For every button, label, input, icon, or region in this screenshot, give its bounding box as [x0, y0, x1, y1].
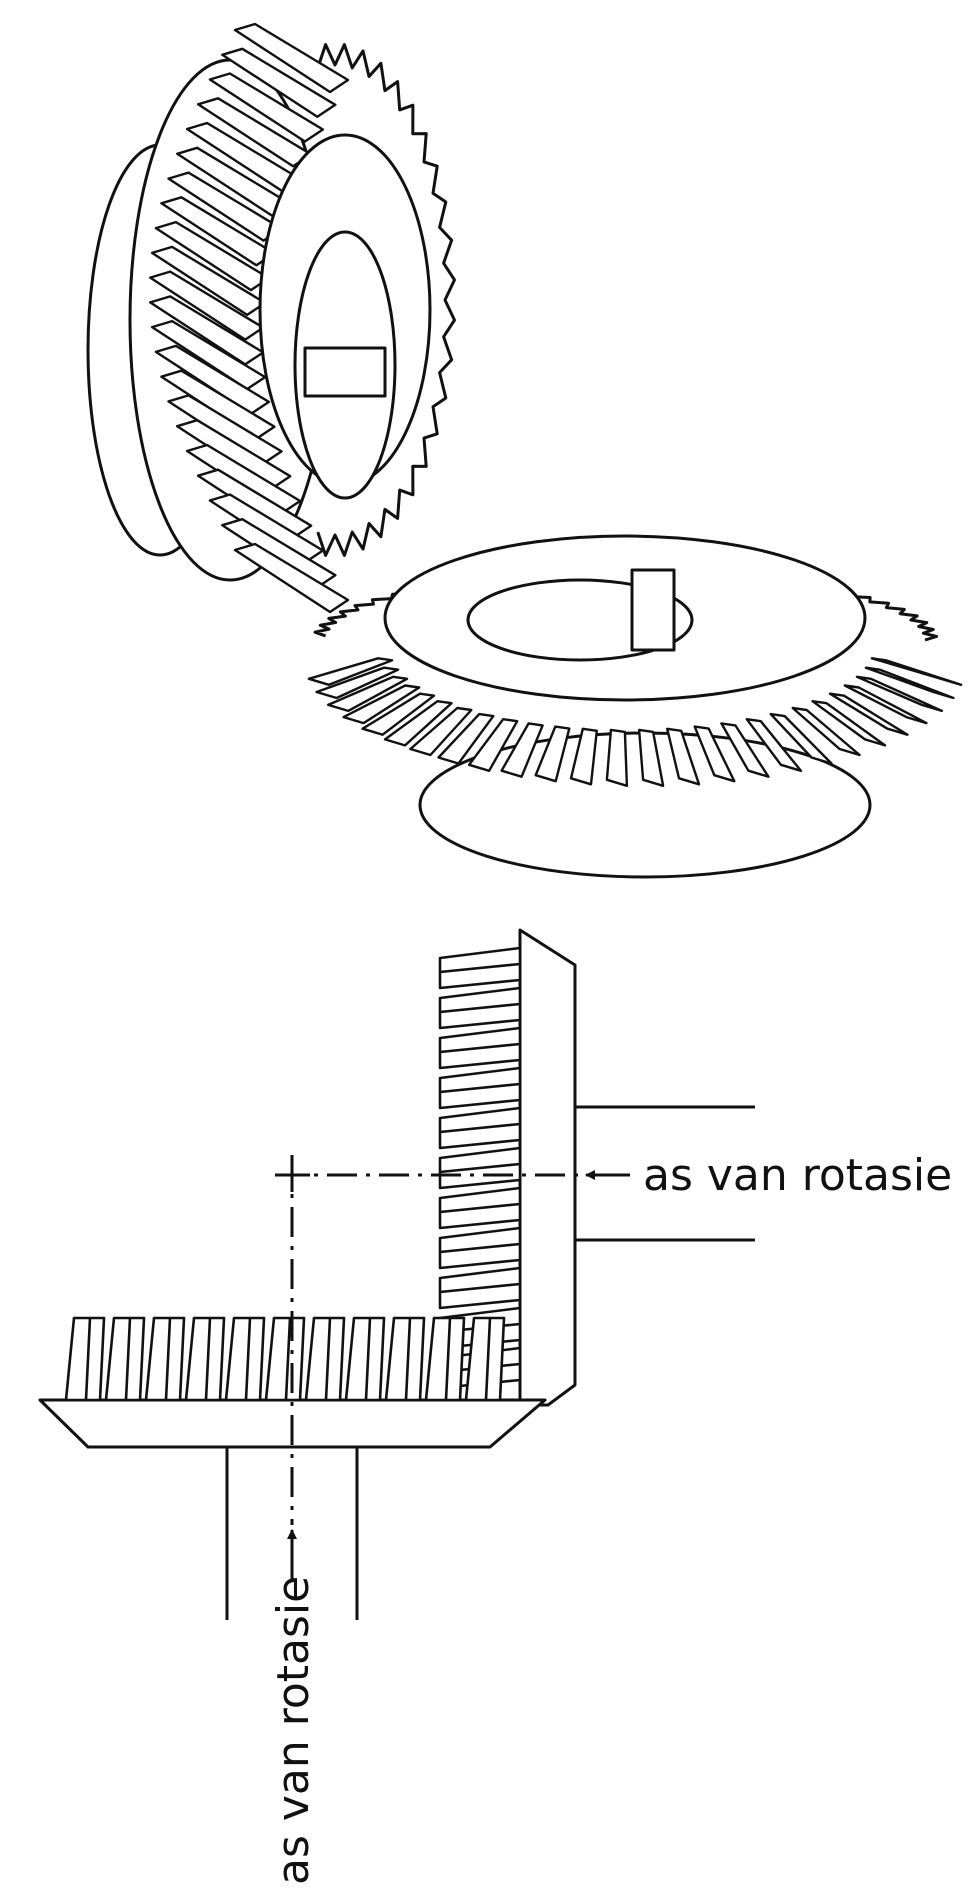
gear-section-view: as van rotasie as van rotasie — [38, 928, 952, 1885]
pinion-tooth — [221, 47, 337, 118]
horizontal-tooth — [424, 1316, 466, 1402]
pinion-tooth — [233, 542, 350, 614]
horizontal-tooth-edge — [284, 1317, 292, 1401]
horizontal-gear-profile — [38, 1316, 547, 1620]
vertical-tooth-edge — [439, 962, 521, 974]
vertical-tooth-edge — [439, 1242, 521, 1254]
crown-tooth — [666, 727, 701, 786]
horizontal-tooth — [464, 1316, 506, 1402]
vertical-tooth-edge — [439, 1202, 521, 1214]
crown-tooth — [843, 684, 928, 725]
horizontal-tooth-edge — [324, 1317, 332, 1401]
vertical-tooth-edge — [439, 1282, 521, 1294]
crown-tooth — [720, 722, 770, 778]
crown-tooth — [467, 718, 519, 772]
rotation-axes — [275, 1155, 630, 1580]
pinion-tooth — [233, 22, 350, 94]
crown-tooth — [870, 657, 963, 686]
crown-keyway — [630, 568, 676, 652]
crown-tooth — [637, 728, 665, 787]
crown-tooth — [327, 675, 409, 713]
horizontal-tooth-edge — [124, 1317, 132, 1401]
horizontal-tooth — [104, 1316, 146, 1402]
horizontal-tooth-edge — [444, 1317, 452, 1401]
crown-tooth — [569, 727, 598, 786]
horizontal-tooth — [304, 1316, 346, 1402]
vertical-tooth-edge — [439, 1002, 521, 1014]
horizontal-tooth-edge — [244, 1317, 252, 1401]
crown-tooth — [409, 706, 473, 757]
vertical-gear-body — [518, 928, 577, 1407]
spiral-bevel-gear-pair-illustration — [86, 22, 963, 879]
horizontal-tooth-edge — [84, 1317, 92, 1401]
horizontal-axis-label: as van rotasie — [643, 1150, 952, 1201]
crown-gear — [307, 534, 963, 879]
horizontal-tooth-edge — [204, 1317, 212, 1401]
vertical-axis-label: as van rotasie — [268, 1576, 319, 1885]
crown-tooth — [534, 725, 571, 783]
crown-tooth — [855, 675, 943, 713]
crown-tooth — [864, 666, 955, 700]
crown-tooth — [791, 706, 861, 757]
crown-tooth — [307, 657, 394, 686]
horizontal-tooth-edge — [484, 1317, 492, 1401]
horizontal-tooth — [144, 1316, 186, 1402]
pinion-teeth-ring — [316, 43, 456, 557]
vertical-tooth-edge — [439, 1162, 521, 1174]
horizontal-tooth-edge — [164, 1317, 172, 1401]
horizontal-tooth — [344, 1316, 386, 1402]
crown-tooth — [383, 700, 453, 747]
crown-tooth — [693, 725, 736, 783]
crown-tooth — [315, 666, 400, 700]
crown-spiral-teeth — [307, 657, 963, 787]
horizontal-tooth-edge — [364, 1317, 372, 1401]
horizontal-tooth — [384, 1316, 426, 1402]
pinion-tooth — [208, 72, 325, 143]
crown-tooth — [811, 700, 887, 747]
pinion-gear — [86, 22, 456, 614]
crown-tooth — [769, 712, 833, 765]
crown-tooth — [745, 718, 803, 772]
horizontal-tooth — [264, 1316, 306, 1402]
horizontal-gear-teeth — [64, 1316, 506, 1402]
vertical-tooth-edge — [439, 1082, 521, 1094]
crown-tooth — [437, 712, 495, 765]
horizontal-tooth — [224, 1316, 266, 1402]
crown-tooth — [828, 692, 909, 736]
crown-tooth — [342, 684, 421, 725]
crown-tooth — [361, 692, 436, 736]
pinion-spiral-teeth — [149, 22, 350, 614]
vertical-tooth-edge — [439, 1042, 521, 1054]
pinion-keyway — [303, 346, 387, 398]
horizontal-tooth — [64, 1316, 106, 1402]
horizontal-tooth-edge — [404, 1317, 412, 1401]
vertical-tooth-edge — [439, 1122, 521, 1134]
crown-tooth — [500, 722, 544, 778]
crown-tooth — [605, 728, 629, 787]
pinion-tooth-outline — [316, 43, 456, 557]
horizontal-tooth — [184, 1316, 226, 1402]
